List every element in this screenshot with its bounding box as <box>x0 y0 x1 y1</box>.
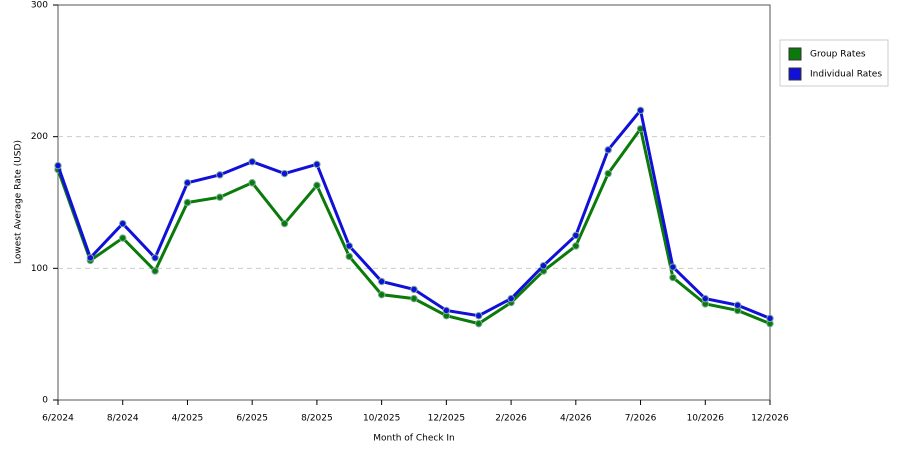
plot-frame <box>57 4 771 401</box>
x-axis-label: Month of Check In <box>373 434 455 444</box>
data-point <box>410 294 418 303</box>
data-point <box>636 106 645 115</box>
x-tick-label: 12/2026 <box>751 414 789 424</box>
data-point <box>507 294 515 303</box>
data-point <box>604 146 612 154</box>
data-point <box>345 242 353 250</box>
data-point <box>216 193 224 201</box>
x-tick-label: 4/2025 <box>172 414 204 424</box>
y-tick-label: 300 <box>31 1 48 11</box>
data-point <box>604 169 612 178</box>
data-point <box>248 157 256 166</box>
data-point <box>151 254 159 262</box>
data-point <box>475 319 483 328</box>
data-point <box>151 267 159 275</box>
y-tick-label: 100 <box>31 264 48 274</box>
y-tick-label: 0 <box>42 396 48 406</box>
data-point <box>572 231 580 240</box>
data-point <box>669 273 677 282</box>
data-point <box>216 171 224 179</box>
data-point <box>766 314 774 323</box>
data-point <box>280 169 289 178</box>
x-tick-label: 8/2024 <box>107 414 139 424</box>
data-point <box>377 277 386 286</box>
data-point <box>54 161 62 170</box>
legend-label: Group Rates <box>810 50 866 60</box>
data-point <box>442 306 451 315</box>
legend-label: Individual Rates <box>810 70 882 80</box>
legend-swatch <box>788 67 802 81</box>
x-tick-label: 12/2025 <box>428 414 465 424</box>
x-tick-label: 4/2026 <box>560 414 592 424</box>
x-tick-label: 6/2025 <box>236 414 268 424</box>
data-point <box>280 219 289 228</box>
data-point <box>183 198 192 207</box>
x-tick-label: 7/2026 <box>625 414 657 424</box>
data-point <box>86 254 95 262</box>
data-point <box>669 263 677 271</box>
data-point <box>475 312 483 320</box>
x-tick-label: 10/2025 <box>363 414 400 424</box>
data-point <box>572 242 580 250</box>
x-tick-label: 2/2026 <box>495 414 527 424</box>
y-tick-label: 200 <box>31 132 48 142</box>
data-point <box>410 285 418 294</box>
y-axis-label: Lowest Average Rate (USD) <box>14 140 24 264</box>
legend-swatch <box>788 47 802 61</box>
data-point <box>313 160 321 169</box>
data-point <box>119 234 127 242</box>
data-point <box>248 179 256 187</box>
data-point <box>733 301 742 309</box>
x-tick-label: 8/2025 <box>301 414 333 424</box>
x-tick-label: 6/2024 <box>42 414 74 424</box>
data-point <box>345 252 353 261</box>
x-tick-label: 10/2026 <box>687 414 725 424</box>
data-point <box>701 294 709 303</box>
data-point <box>377 290 386 299</box>
data-point <box>183 179 192 187</box>
data-point <box>313 181 321 190</box>
data-point <box>119 219 127 228</box>
data-point <box>539 262 548 270</box>
